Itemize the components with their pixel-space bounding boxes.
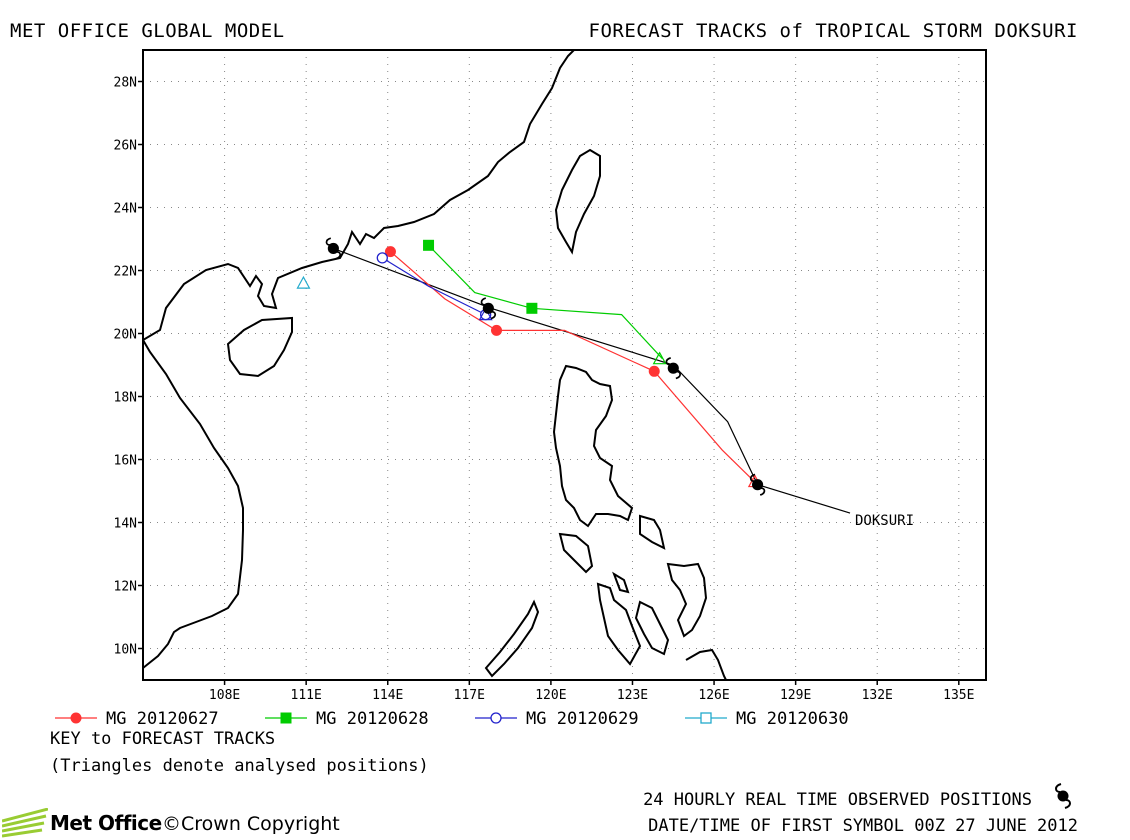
plot-frame (142, 49, 987, 681)
key-note: (Triangles denote analysed positions) (50, 756, 429, 776)
coastlines (143, 50, 727, 680)
legend: MG 20120627 MG 20120628 MG 20120629 MG 2012… (55, 709, 849, 729)
lat-tick-label: 22N (114, 265, 137, 280)
legend-marker (70, 712, 82, 724)
met-office-logo-icon (2, 808, 48, 838)
lon-tick-label: 123E (617, 688, 648, 703)
analysed-position-triangle (652, 351, 667, 365)
copyright: ©Crown Copyright (162, 813, 340, 835)
legend-label: MG 20120627 (106, 709, 219, 729)
legend-marker (280, 712, 292, 724)
lon-tick-label: 108E (209, 688, 240, 703)
forecast-marker (376, 252, 388, 264)
cyclone-icon (1055, 783, 1071, 809)
forecast-marker (526, 302, 538, 314)
cyclone-icon (325, 237, 342, 260)
right-title: FORECAST TRACKS of TROPICAL STORM DOKSUR… (588, 20, 1078, 42)
lon-tick-label: 114E (372, 688, 403, 703)
legend-label: MG 20120628 (316, 709, 429, 729)
lat-tick-label: 20N (114, 328, 137, 343)
legend-marker (700, 712, 712, 724)
datetime-label: DATE/TIME OF FIRST SYMBOL 00Z 27 JUNE 20… (648, 816, 1078, 836)
lon-tick-label: 120E (535, 688, 566, 703)
lon-tick-label: 111E (291, 688, 322, 703)
forecast-marker (423, 239, 435, 251)
lat-tick-label: 14N (114, 517, 137, 532)
grid-lines (143, 50, 986, 680)
forecast-marker (384, 246, 396, 258)
lat-tick-label: 26N (114, 139, 137, 154)
analysed-position-triangle (296, 275, 311, 289)
legend-label: MG 20120629 (526, 709, 639, 729)
lat-tick-label: 24N (114, 202, 137, 217)
lon-tick-label: 126E (698, 688, 729, 703)
left-title: MET OFFICE GLOBAL MODEL (10, 20, 285, 42)
lat-tick-label: 12N (114, 580, 137, 595)
axis-ticks: 108E 111E 114E 117E 120E 123E 126E 129E 132E 135E… (114, 76, 975, 704)
lat-tick-label: 18N (114, 391, 137, 406)
observed-positions-label: 24 HOURLY REAL TIME OBSERVED POSITIONS (643, 790, 1032, 810)
analysed-position-triangle (478, 307, 493, 321)
legend-marker (490, 712, 502, 724)
lon-tick-label: 129E (780, 688, 811, 703)
lat-tick-label: 16N (114, 454, 137, 469)
brand-name: Met Office (50, 811, 162, 835)
forecast-marker (491, 324, 503, 336)
lon-tick-label: 117E (454, 688, 485, 703)
cyclone-icon (665, 356, 682, 380)
forecast-marker (648, 365, 660, 377)
lat-tick-label: 10N (114, 643, 137, 658)
key-title: KEY to FORECAST TRACKS (50, 729, 276, 749)
lat-tick-label: 28N (114, 76, 137, 91)
tracks-layer (296, 237, 851, 514)
legend-label: MG 20120630 (736, 709, 849, 729)
cyclone-icon (749, 473, 766, 496)
storm-label: DOKSURI (855, 513, 914, 529)
lon-tick-label: 135E (943, 688, 974, 703)
observed-track-line (333, 247, 851, 514)
lon-tick-label: 132E (862, 688, 893, 703)
forecast-track-line (428, 244, 663, 360)
forecast-track-line (381, 257, 486, 316)
forecast-track-map: 108E 111E 114E 117E 120E 123E 126E 129E 132E 135E… (114, 49, 987, 704)
forecast-track-line (390, 251, 758, 486)
